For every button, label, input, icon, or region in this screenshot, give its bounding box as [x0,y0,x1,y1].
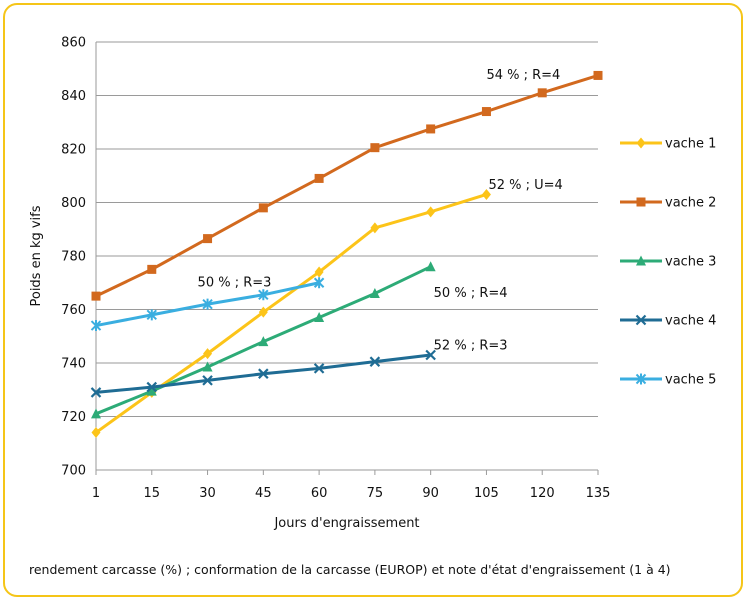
data-point-vache-2 [258,203,268,213]
data-point-vache-5 [90,320,102,332]
chart-footnote: rendement carcasse (%) ; conformation de… [29,562,671,577]
x-tick-label: 90 [422,486,439,501]
data-point-vache-2 [203,234,213,244]
legend-marker [635,314,647,326]
series-line-vache-2 [95,74,599,298]
x-tick-label: 30 [199,486,216,501]
y-axis-label: Poids en kg vifs [29,205,44,306]
legend-marker [636,137,646,149]
y-tick-label: 780 [61,250,86,265]
legend-label: vache 2 [665,196,716,211]
x-tick-label: 45 [255,486,272,501]
annotation-label: 52 % ; R=3 [434,338,508,353]
legend-label: vache 3 [665,255,716,270]
x-tick-label: 15 [144,486,161,501]
data-point-vache-3 [202,361,213,372]
legend-label: vache 4 [665,314,716,329]
data-point-vache-1 [426,206,436,218]
data-point-vache-3 [369,287,380,298]
y-tick-label: 800 [61,196,86,211]
x-axis-label: Jours d'engraissement [273,516,419,531]
data-point-vache-1 [91,427,101,439]
data-point-vache-2 [481,107,491,117]
data-point-vache-1 [203,348,213,360]
data-point-vache-4 [258,368,269,379]
x-tick-label: 75 [367,486,384,501]
annotation-label: 54 % ; R=4 [486,68,560,83]
data-point-vache-4 [313,363,325,374]
y-tick-label: 860 [61,36,86,51]
x-tick-label: 135 [586,486,611,501]
data-point-vache-1 [370,222,380,234]
data-point-vache-3 [314,312,325,323]
data-point-vache-4 [146,381,158,393]
x-tick-label: 105 [474,486,499,501]
data-point-vache-2 [314,173,324,183]
data-point-vache-5 [258,289,269,301]
data-point-vache-5 [146,309,157,321]
y-tick-label: 740 [61,357,86,372]
data-point-vache-3 [258,336,269,347]
data-point-vache-5 [202,298,213,310]
data-point-vache-3 [91,408,101,419]
data-point-vache-1 [258,306,268,318]
data-point-vache-2 [426,124,436,134]
data-point-vache-1 [314,266,324,278]
y-tick-label: 720 [61,410,86,425]
data-point-vache-4 [90,387,102,398]
x-tick-label: 120 [530,486,555,501]
data-point-vache-2 [537,88,547,98]
y-tick-label: 760 [61,303,86,318]
annotation-label: 52 % ; U=4 [488,178,562,193]
x-tick-label: 1 [92,486,100,501]
y-tick-label: 700 [61,464,86,479]
x-tick-label: 60 [311,486,328,501]
data-point-vache-3 [146,385,157,396]
legend-marker [636,255,646,266]
data-point-vache-2 [370,143,380,153]
data-point-vache-2 [593,70,603,80]
y-tick-label: 840 [61,89,86,104]
chart-frame [3,3,743,597]
legend-label: vache 5 [665,373,716,388]
data-point-vache-5 [313,277,325,289]
legend-marker [635,373,647,385]
data-point-vache-2 [147,264,157,274]
data-point-vache-2 [91,291,101,301]
annotation-label: 50 % ; R=4 [434,286,508,301]
data-point-vache-4 [202,375,213,386]
data-point-vache-1 [481,188,491,200]
data-point-vache-4 [425,349,436,361]
legend-marker [636,197,646,207]
legend-label: vache 1 [665,137,716,152]
y-tick-label: 820 [61,143,86,158]
data-point-vache-4 [369,356,381,367]
annotation-label: 50 % ; R=3 [198,275,272,290]
data-point-vache-3 [425,261,436,272]
